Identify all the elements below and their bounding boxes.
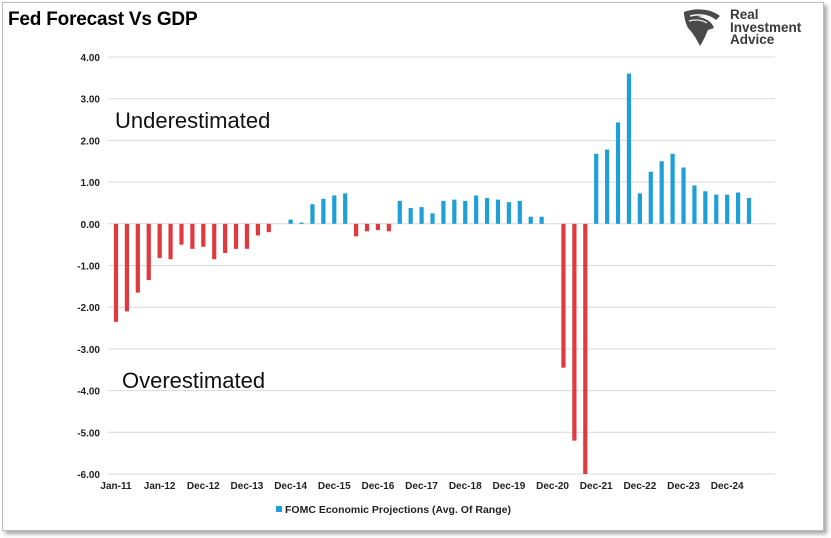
- bar: [113, 223, 119, 322]
- y-axis-ticks: 4.00 3.00 2.00 1.00 0.00 -1.00 -2.00 -3.00 -4.00…: [77, 53, 100, 481]
- bar: [124, 223, 130, 312]
- bar: [626, 73, 632, 224]
- legend-swatch: [276, 506, 282, 512]
- bar: [386, 223, 391, 232]
- bar: [201, 223, 206, 247]
- y-tick-label: -5.00: [77, 428, 100, 439]
- x-tick-label: Dec-19: [492, 481, 525, 492]
- bar: [321, 198, 326, 224]
- bar: [659, 161, 664, 224]
- bar: [441, 200, 446, 224]
- x-tick-label: Jan-11: [100, 481, 132, 492]
- bar: [463, 200, 468, 224]
- x-tick-label: Jan-12: [144, 481, 176, 492]
- bar: [354, 223, 359, 237]
- bar: [670, 153, 675, 224]
- y-tick-label: -6.00: [77, 470, 100, 481]
- chart-title: Fed Forecast Vs GDP: [8, 9, 198, 30]
- bar: [539, 216, 544, 224]
- x-tick-label: Dec-24: [711, 481, 744, 492]
- bar: [648, 171, 653, 224]
- bar: [157, 223, 162, 258]
- y-tick-label: -1.00: [77, 262, 100, 273]
- bar: [725, 194, 730, 224]
- bar: [299, 222, 304, 224]
- annotation-overestimated: Overestimated: [122, 368, 266, 393]
- bar: [703, 191, 708, 224]
- bar: [452, 199, 457, 224]
- bar: [266, 223, 271, 233]
- bar: [474, 195, 479, 224]
- y-tick-label: -2.00: [77, 303, 100, 314]
- bar: [244, 223, 250, 249]
- bar: [408, 207, 413, 224]
- logo: Real Investment Advice: [680, 6, 820, 50]
- x-axis-ticks: Jan-11 Jan-12 Dec-12 Dec-13 Dec-14 Dec-15 Dec-…: [100, 481, 744, 492]
- logo-line-1: Real: [730, 7, 759, 22]
- y-tick-label: -4.00: [77, 387, 100, 398]
- bar: [735, 192, 741, 224]
- logo-line-3: Advice: [730, 32, 775, 47]
- bar: [212, 223, 217, 260]
- y-tick-label: 3.00: [81, 95, 101, 106]
- x-tick-label: Dec-15: [318, 481, 351, 492]
- gridlines: [108, 56, 775, 475]
- bar: [332, 195, 337, 224]
- bar: [288, 219, 293, 224]
- bar: [506, 202, 511, 224]
- bar: [168, 223, 173, 260]
- legend: FOMC Economic Projections (Avg. Of Range…: [276, 504, 511, 516]
- bar: [583, 223, 588, 474]
- bar: [637, 193, 642, 224]
- eagle-head-icon: [684, 9, 720, 47]
- bar: [223, 223, 228, 253]
- legend-label: FOMC Economic Projections (Avg. Of Range…: [285, 504, 511, 516]
- bar: [135, 223, 140, 293]
- bar: [572, 223, 577, 441]
- x-tick-label: Dec-23: [667, 481, 700, 492]
- x-tick-label: Dec-21: [580, 481, 613, 492]
- x-tick-label: Dec-13: [231, 481, 264, 492]
- y-tick-label: 2.00: [81, 136, 101, 147]
- x-tick-label: Dec-12: [187, 481, 220, 492]
- x-tick-label: Dec-18: [449, 481, 482, 492]
- bar: [692, 185, 697, 224]
- bar: [615, 122, 621, 224]
- x-tick-label: Dec-16: [362, 481, 395, 492]
- x-tick-label: Dec-22: [623, 481, 656, 492]
- bar: [714, 194, 719, 224]
- bar: [561, 223, 566, 368]
- bars: [113, 73, 752, 474]
- y-tick-label: -3.00: [77, 345, 100, 356]
- y-tick-label: 1.00: [81, 178, 101, 189]
- x-tick-label: Dec-14: [274, 481, 307, 492]
- logo-line-2: Investment: [730, 19, 802, 35]
- bar: [146, 223, 151, 281]
- bar: [419, 207, 424, 224]
- bar: [484, 197, 490, 224]
- bar: [528, 216, 533, 224]
- x-tick-label: Dec-17: [405, 481, 438, 492]
- bar: [255, 223, 260, 236]
- bar: [364, 223, 370, 232]
- bar: [517, 200, 522, 224]
- bar: [190, 223, 195, 249]
- bar: [179, 223, 184, 245]
- bar: [310, 204, 315, 224]
- bar: [343, 193, 348, 224]
- x-tick-label: Dec-20: [536, 481, 569, 492]
- bar: [397, 200, 402, 224]
- bar: [681, 167, 686, 224]
- bar: [605, 149, 610, 224]
- bar: [430, 213, 435, 224]
- annotation-underestimated: Underestimated: [115, 108, 271, 133]
- y-tick-label: 4.00: [81, 53, 101, 64]
- bar: [594, 153, 599, 224]
- bar: [746, 197, 752, 224]
- bar: [495, 199, 501, 224]
- bar: [233, 223, 239, 249]
- y-tick-label: 0.00: [81, 220, 101, 231]
- bar: [375, 223, 381, 231]
